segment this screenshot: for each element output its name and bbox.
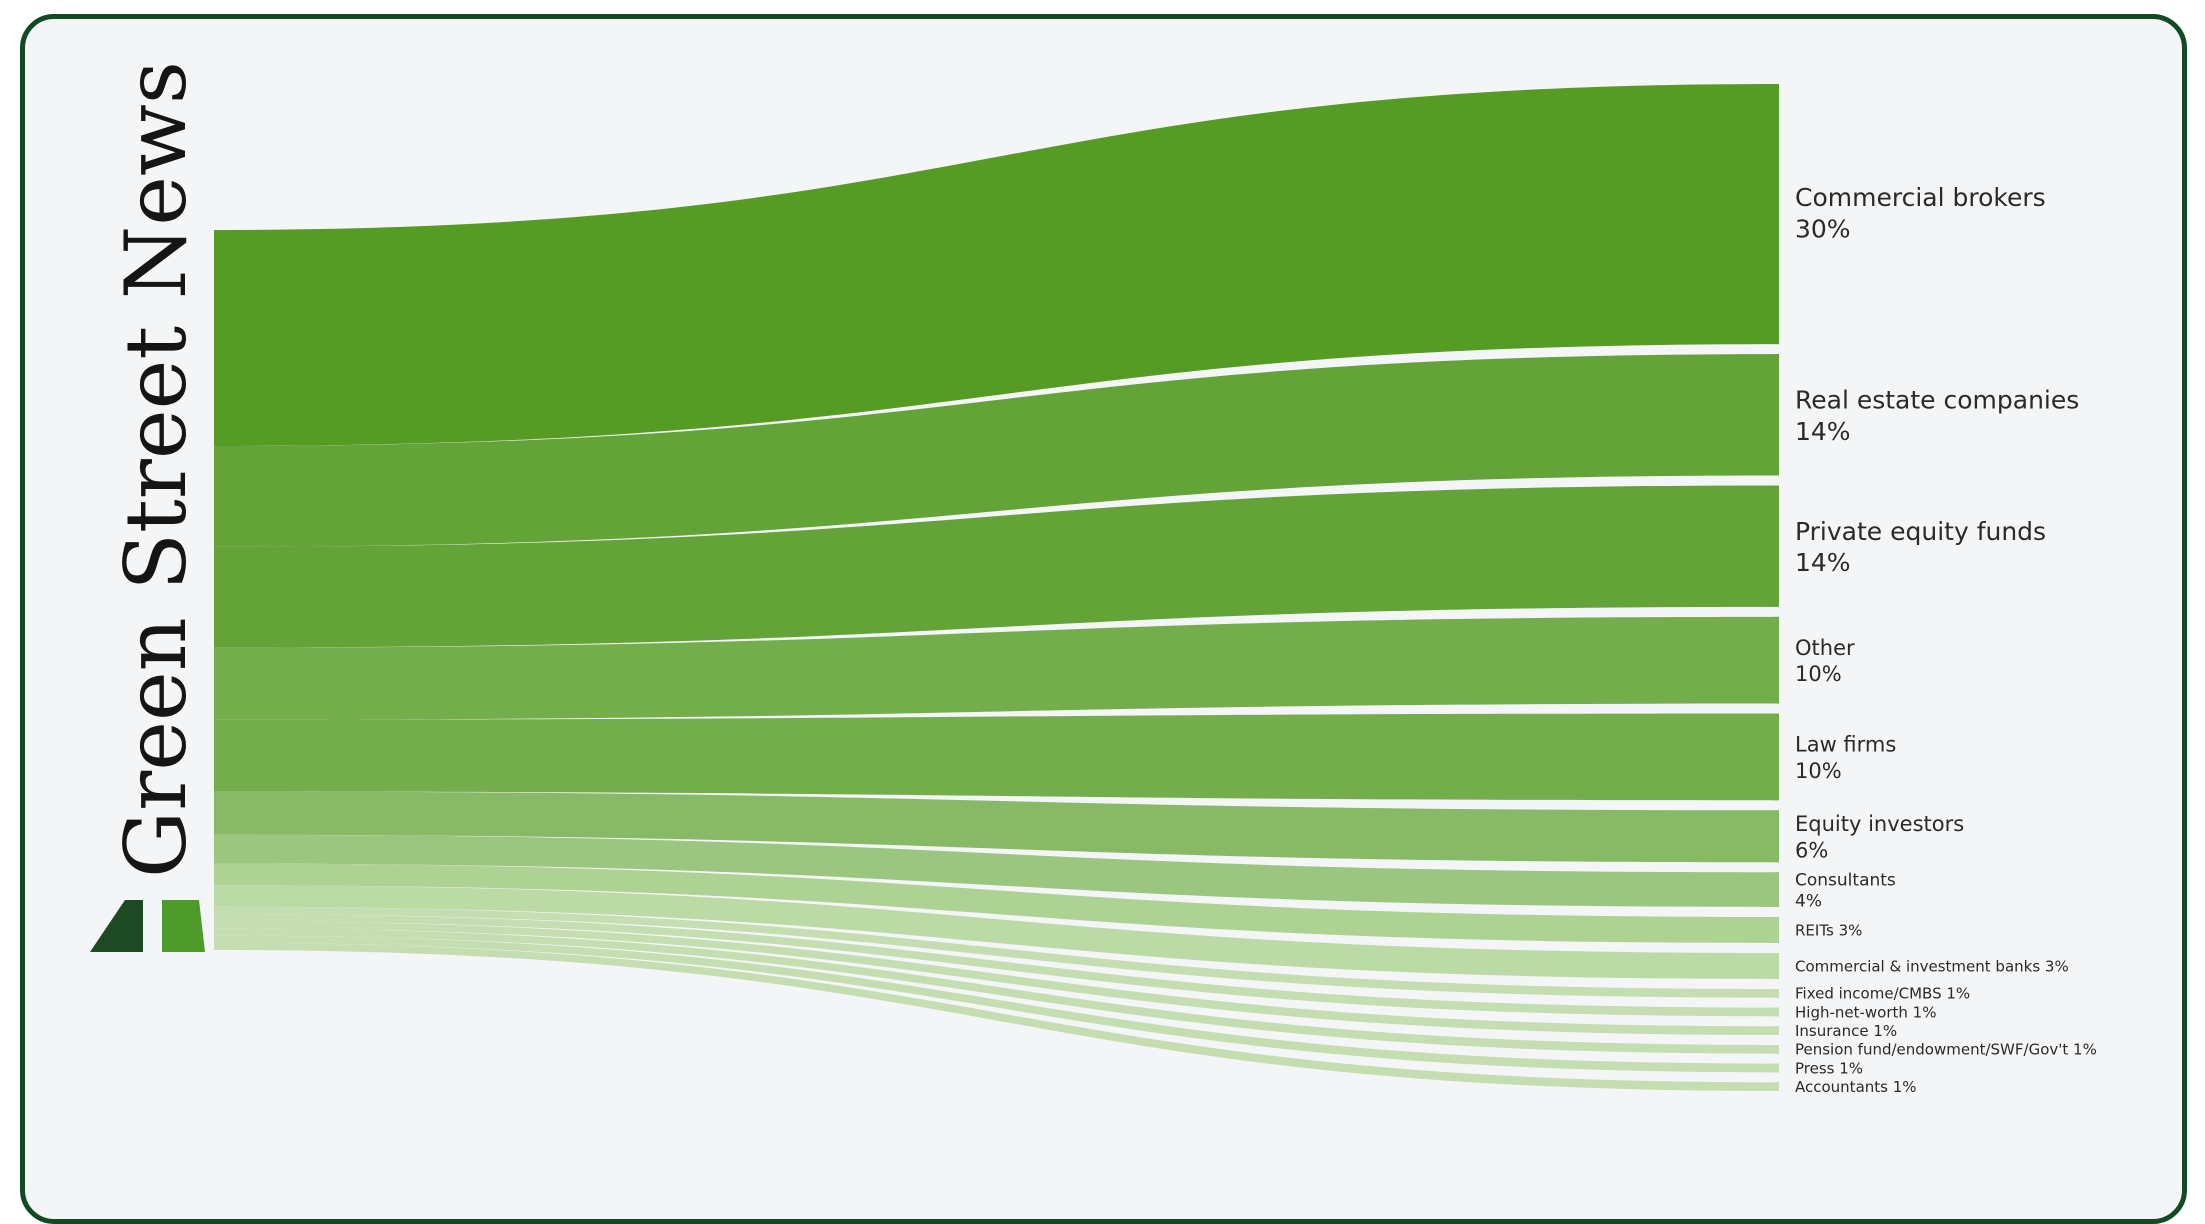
brand-logo: Green Street News: [90, 61, 205, 952]
flow-consultants: [214, 834, 1779, 907]
sankey-flows: [214, 84, 1779, 1091]
node-equity-investors: [1773, 810, 1779, 863]
flow-accountants: [214, 942, 1779, 1091]
flow-private-equity-funds: [214, 485, 1779, 648]
flow-reits: [214, 863, 1779, 943]
label-pension-fund-endowment-swf-gov-t: Pension fund/endowment/SWF/Gov't 1%: [1795, 1041, 2097, 1059]
label-high-net-worth: High-net-worth 1%: [1795, 1003, 1936, 1021]
flow-pension-fund-endowment-swf-gov-t: [214, 928, 1779, 1054]
node-press: [1773, 1063, 1779, 1073]
flow-press: [214, 935, 1779, 1073]
node-high-net-worth: [1773, 1007, 1779, 1017]
logo-dark-bar: [90, 900, 143, 952]
logo-light-bar: [162, 900, 205, 952]
flow-law-firms: [214, 713, 1779, 801]
value-law-firms: 10%: [1795, 759, 1842, 783]
value-commercial-brokers: 30%: [1795, 214, 1851, 243]
flow-commercial-brokers: [214, 84, 1779, 446]
flow-high-net-worth: [214, 914, 1779, 1017]
label-insurance: Insurance 1%: [1795, 1022, 1897, 1040]
value-private-equity-funds: 14%: [1795, 548, 1851, 577]
sankey-nodes: [1773, 84, 1779, 1091]
label-law-firms: Law firms: [1795, 733, 1896, 757]
node-commercial-brokers: [1773, 84, 1779, 345]
flow-real-estate-companies: [214, 354, 1779, 547]
value-other: 10%: [1795, 662, 1842, 686]
label-private-equity-funds: Private equity funds: [1795, 517, 2046, 546]
node-accountants: [1773, 1082, 1779, 1091]
node-private-equity-funds: [1773, 485, 1779, 607]
value-equity-investors: 6%: [1795, 838, 1828, 862]
node-insurance: [1773, 1026, 1779, 1035]
node-reits: [1773, 916, 1779, 943]
label-reits: REITs 3%: [1795, 921, 1862, 939]
brand-name: Green Street News: [107, 61, 205, 878]
node-other: [1773, 616, 1779, 704]
label-consultants: Consultants: [1795, 870, 1896, 890]
node-fixed-income-cmbs: [1773, 988, 1779, 998]
label-accountants: Accountants 1%: [1795, 1078, 1917, 1096]
label-other: Other: [1795, 636, 1855, 660]
flow-commercial-investment-banks: [214, 885, 1779, 979]
node-commercial-investment-banks: [1773, 952, 1779, 979]
value-real-estate-companies: 14%: [1795, 417, 1851, 446]
flow-insurance: [214, 921, 1779, 1035]
node-pension-fund-endowment-swf-gov-t: [1773, 1044, 1779, 1054]
node-law-firms: [1773, 713, 1779, 801]
node-real-estate-companies: [1773, 354, 1779, 476]
label-press: Press 1%: [1795, 1059, 1863, 1077]
label-commercial-brokers: Commercial brokers: [1795, 183, 2046, 212]
label-real-estate-companies: Real estate companies: [1795, 386, 2079, 415]
label-fixed-income-cmbs: Fixed income/CMBS 1%: [1795, 985, 1970, 1003]
flow-other: [214, 616, 1779, 720]
label-commercial-investment-banks: Commercial & investment banks 3%: [1795, 957, 2069, 975]
node-consultants: [1773, 872, 1779, 907]
flow-fixed-income-cmbs: [214, 906, 1779, 998]
flow-equity-investors: [214, 791, 1779, 863]
value-consultants: 4%: [1795, 892, 1822, 912]
label-equity-investors: Equity investors: [1795, 812, 1964, 836]
